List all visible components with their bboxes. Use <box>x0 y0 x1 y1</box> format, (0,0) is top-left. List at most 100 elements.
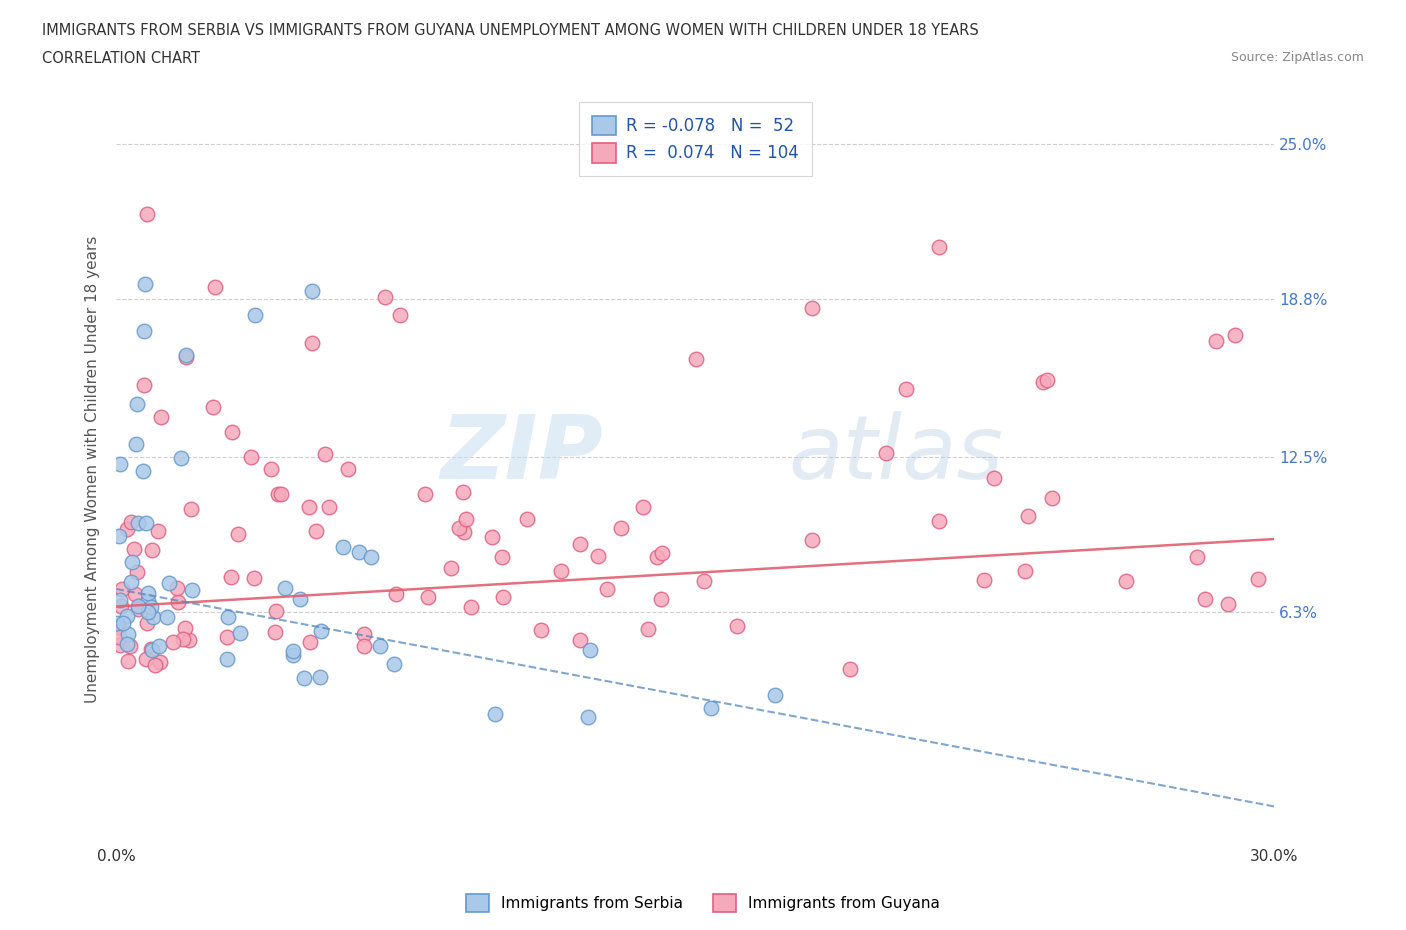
Point <box>1205 334 1227 349</box>
Point <box>298 499 321 514</box>
Point <box>1017 508 1039 523</box>
Point <box>115 636 138 651</box>
Point <box>117 609 139 624</box>
Point <box>270 487 292 502</box>
Point <box>360 550 382 565</box>
Point <box>134 323 156 338</box>
Point <box>568 537 591 551</box>
Point <box>127 601 149 616</box>
Point <box>281 647 304 662</box>
Point <box>274 580 297 595</box>
Point <box>108 457 131 472</box>
Point <box>876 445 898 460</box>
Point <box>1115 574 1137 589</box>
Point <box>530 623 553 638</box>
Point <box>516 512 538 526</box>
Point <box>299 634 322 649</box>
Point <box>138 593 160 608</box>
Point <box>267 486 290 501</box>
Point <box>108 619 131 634</box>
Point <box>838 661 860 676</box>
Point <box>318 499 340 514</box>
Point <box>353 627 375 642</box>
Point <box>637 622 659 637</box>
Point <box>243 571 266 586</box>
Point <box>124 587 146 602</box>
Point <box>292 671 315 685</box>
Point <box>1246 571 1268 586</box>
Point <box>117 522 139 537</box>
Point <box>578 643 600 658</box>
Point <box>156 609 179 624</box>
Point <box>176 348 198 363</box>
Point <box>139 600 162 615</box>
Point <box>314 446 336 461</box>
Point <box>586 549 609 564</box>
Point <box>631 499 654 514</box>
Point <box>127 599 149 614</box>
Text: IMMIGRANTS FROM SERBIA VS IMMIGRANTS FROM GUYANA UNEMPLOYMENT AMONG WOMEN WITH C: IMMIGRANTS FROM SERBIA VS IMMIGRANTS FRO… <box>42 23 979 38</box>
Text: Source: ZipAtlas.com: Source: ZipAtlas.com <box>1230 51 1364 64</box>
Point <box>290 591 312 606</box>
Point <box>136 616 159 631</box>
Point <box>127 396 149 411</box>
Point <box>150 409 173 424</box>
Point <box>1187 549 1209 564</box>
Point <box>136 604 159 619</box>
Point <box>336 461 359 476</box>
Point <box>174 349 197 364</box>
Point <box>347 545 370 560</box>
Text: CORRELATION CHART: CORRELATION CHART <box>42 51 200 66</box>
Point <box>141 643 163 658</box>
Point <box>217 609 239 624</box>
Point <box>1216 597 1239 612</box>
Point <box>576 710 599 724</box>
Point <box>228 527 250 542</box>
Y-axis label: Unemployment Among Women with Children Under 18 years: Unemployment Among Women with Children U… <box>86 235 100 703</box>
Point <box>219 569 242 584</box>
Point <box>928 239 950 254</box>
Point <box>440 561 463 576</box>
Point <box>135 516 157 531</box>
Point <box>454 512 477 526</box>
Point <box>894 381 917 396</box>
Point <box>1036 373 1059 388</box>
Point <box>142 610 165 625</box>
Point <box>180 501 202 516</box>
Point <box>180 582 202 597</box>
Point <box>111 616 134 631</box>
Legend: Immigrants from Serbia, Immigrants from Guyana: Immigrants from Serbia, Immigrants from … <box>460 888 946 918</box>
Point <box>353 638 375 653</box>
Point <box>111 581 134 596</box>
Point <box>928 513 950 528</box>
Point <box>240 449 263 464</box>
Point <box>685 352 707 366</box>
Point <box>127 516 149 531</box>
Point <box>204 280 226 295</box>
Point <box>370 638 392 653</box>
Point <box>596 581 619 596</box>
Point <box>725 618 748 633</box>
Point <box>120 515 142 530</box>
Point <box>309 623 332 638</box>
Point <box>110 599 132 614</box>
Point <box>118 639 141 654</box>
Point <box>650 592 672 607</box>
Point <box>453 525 475 539</box>
Point <box>108 630 131 644</box>
Point <box>800 300 823 315</box>
Point <box>1014 564 1036 578</box>
Point <box>418 589 440 604</box>
Point <box>645 549 668 564</box>
Point <box>134 276 156 291</box>
Point <box>179 632 201 647</box>
Point <box>167 594 190 609</box>
Point <box>169 451 191 466</box>
Point <box>983 471 1005 485</box>
Point <box>117 627 139 642</box>
Point <box>609 521 631 536</box>
Point <box>157 576 180 591</box>
Point <box>124 436 146 451</box>
Point <box>550 564 572 578</box>
Point <box>132 464 155 479</box>
